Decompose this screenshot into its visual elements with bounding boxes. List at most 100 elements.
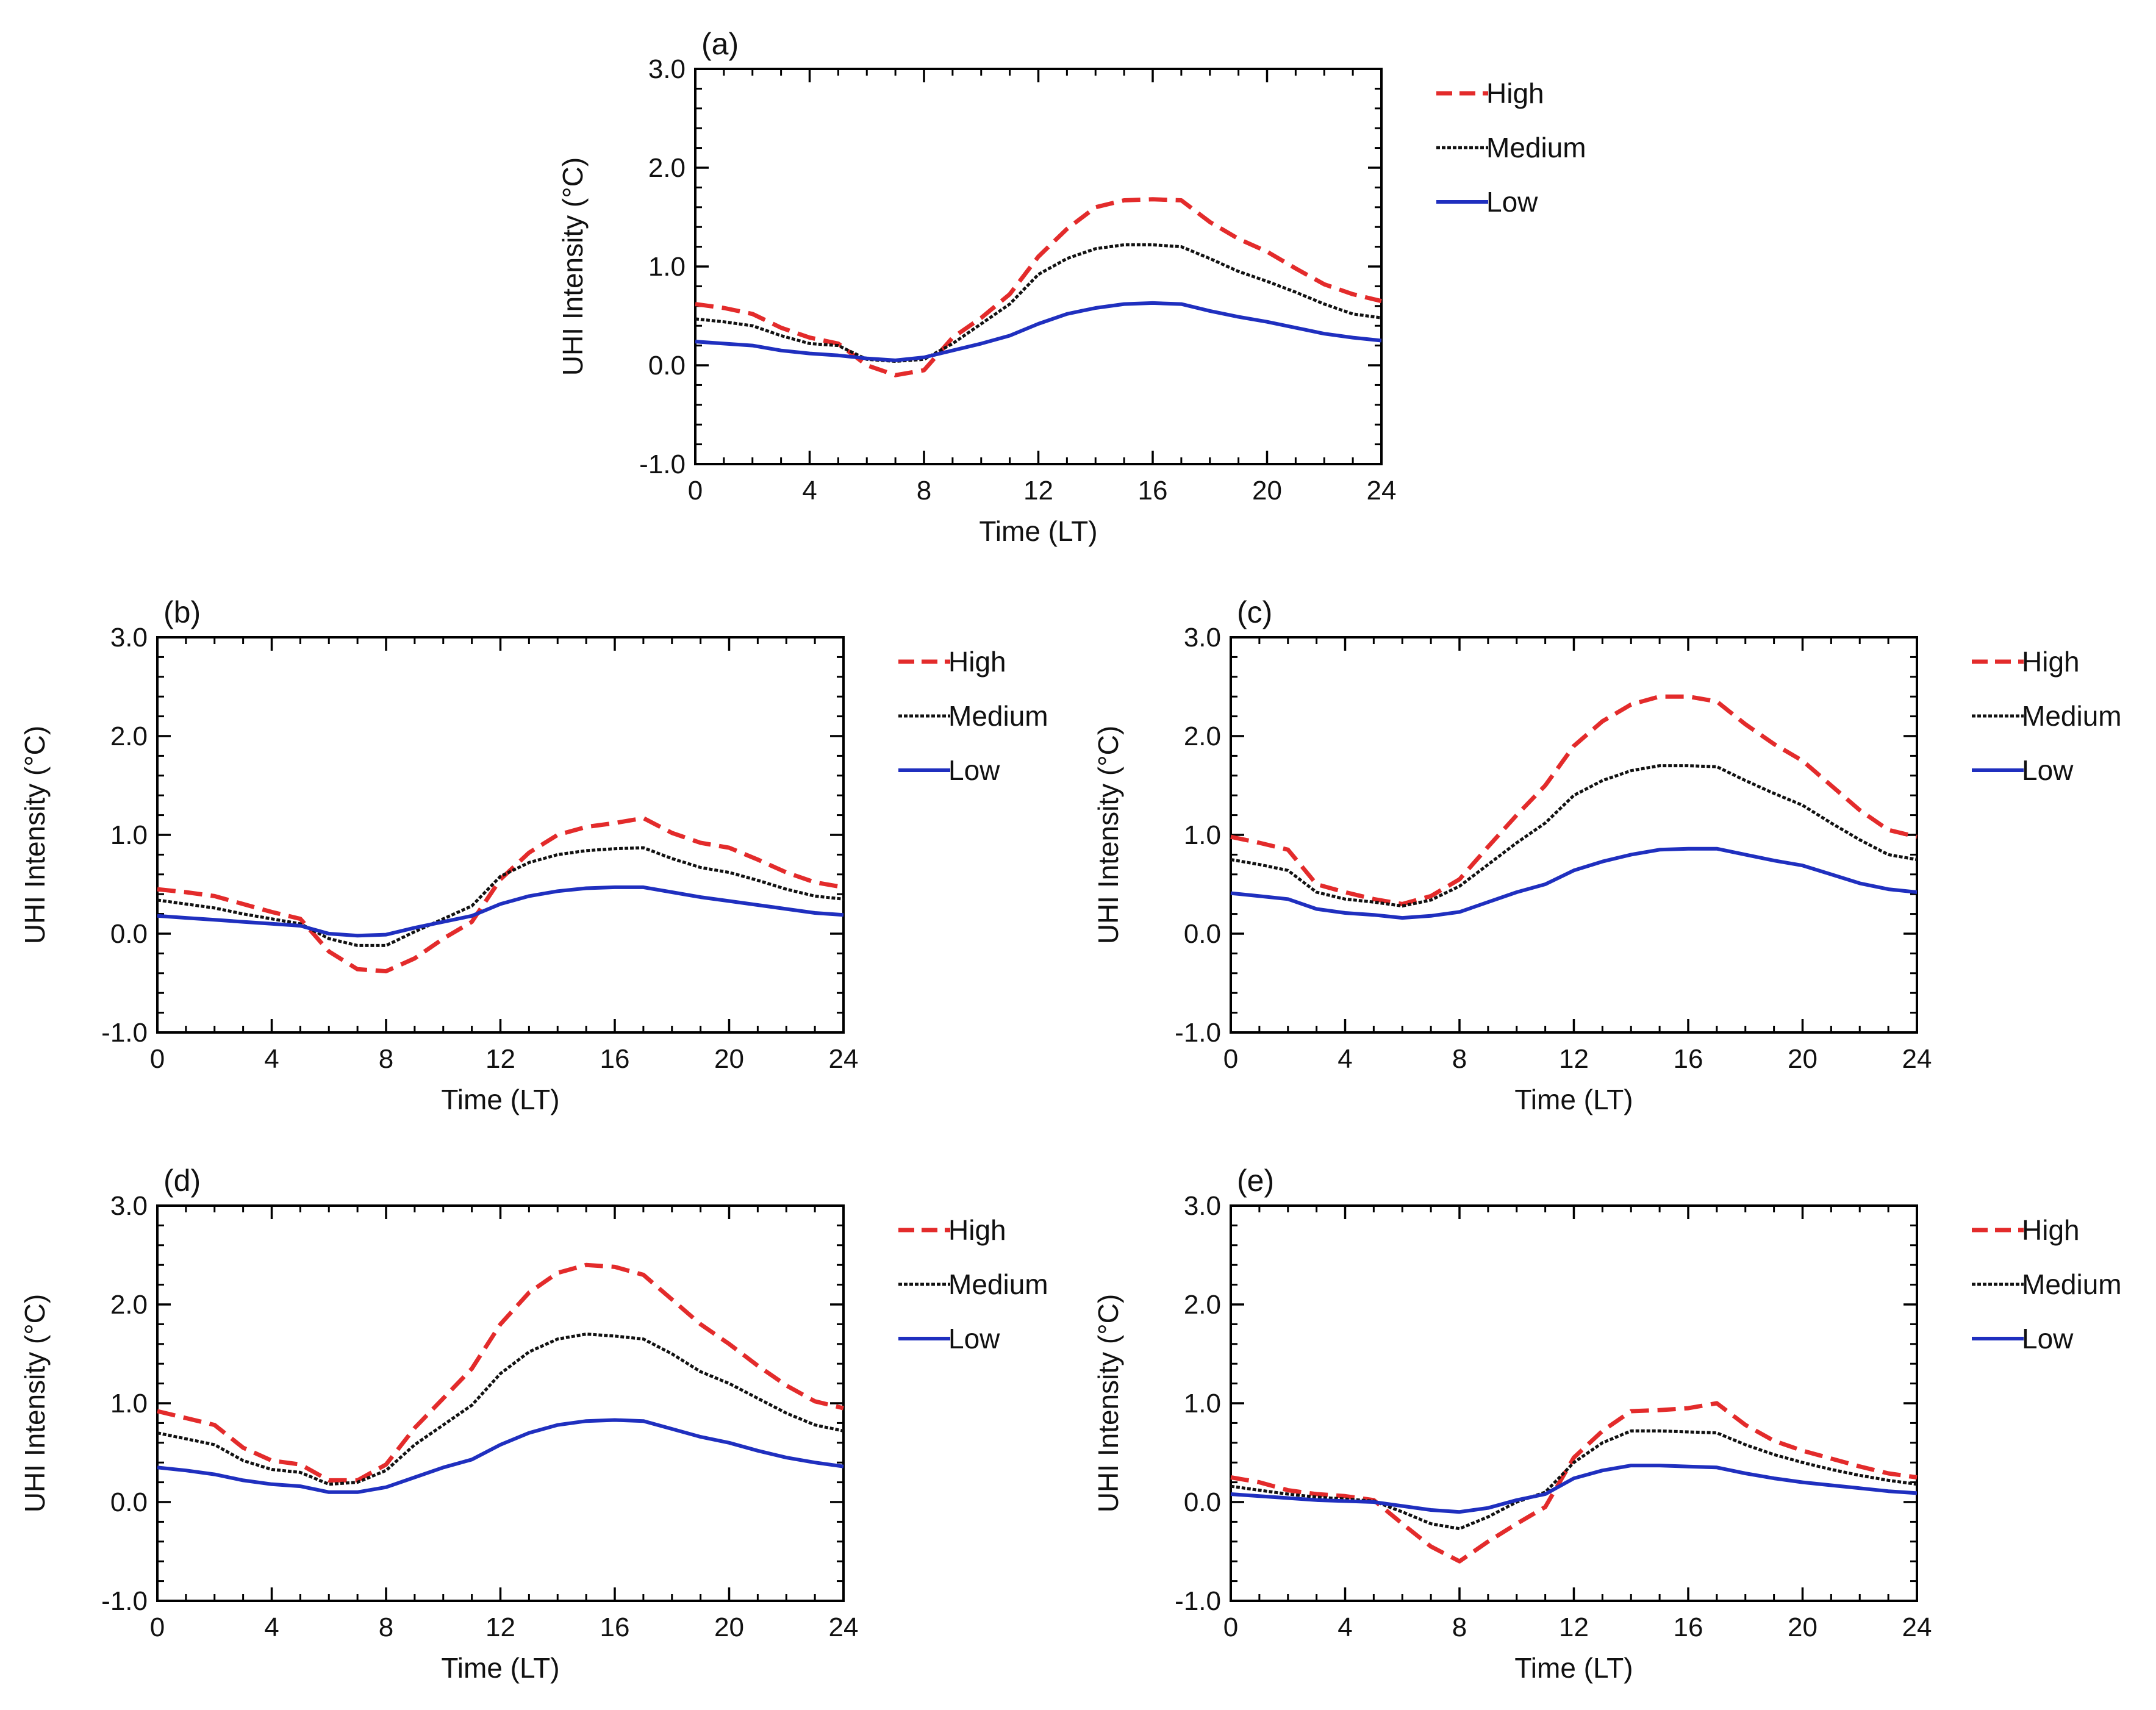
y-tick-label: 3.0 bbox=[110, 623, 148, 653]
x-tick-label: 4 bbox=[802, 476, 817, 506]
x-tick-label: 20 bbox=[714, 1044, 744, 1074]
y-tick-label: 0.0 bbox=[648, 351, 686, 381]
legend-label-medium: Medium bbox=[948, 700, 1048, 732]
panel-a: 0 4 8 12 16 20 24 -1.0 0.0 1.0 2.0 3.0 (a) Time (LT) U… bbox=[557, 27, 1586, 547]
y-tick-label: 2.0 bbox=[110, 721, 148, 751]
plot-frame bbox=[156, 636, 845, 1034]
y-tick-label: 1.0 bbox=[648, 252, 686, 282]
y-tick-label: 0.0 bbox=[1184, 1487, 1221, 1517]
legend-label-medium: Medium bbox=[948, 1268, 1048, 1300]
x-tick-label: 0 bbox=[1223, 1044, 1238, 1074]
y-tick-label: -1.0 bbox=[101, 1586, 148, 1616]
series-line-high bbox=[695, 197, 1382, 377]
panel-b: 0 4 8 12 16 20 24 -1.0 0.0 1.0 2.0 3.0 (b) Time (LT) U… bbox=[19, 595, 1048, 1115]
x-tick-label: 12 bbox=[1023, 476, 1053, 506]
series-line-medium bbox=[1230, 764, 1918, 908]
plot-frame bbox=[1230, 636, 1918, 1034]
series-line-low bbox=[1230, 1464, 1918, 1514]
x-tick-label: 12 bbox=[1559, 1044, 1589, 1074]
legend-label-high: High bbox=[1486, 77, 1544, 109]
legend-label-high: High bbox=[2022, 1214, 2080, 1246]
legend-label-medium: Medium bbox=[1486, 132, 1586, 163]
x-tick-label: 20 bbox=[1788, 1612, 1818, 1642]
legend-label-high: High bbox=[2022, 646, 2080, 678]
x-tick-label: 12 bbox=[485, 1612, 515, 1642]
x-tick-label: 24 bbox=[1902, 1612, 1932, 1642]
y-tick-label: 2.0 bbox=[648, 153, 686, 183]
y-tick-label: 2.0 bbox=[110, 1290, 148, 1320]
panel-label: (d) bbox=[163, 1164, 201, 1198]
plot-frame bbox=[694, 68, 1383, 465]
series-line-medium bbox=[695, 243, 1382, 363]
x-tick-label: 12 bbox=[485, 1044, 515, 1074]
y-axis-label: UHI Intensity (°C) bbox=[19, 726, 51, 944]
y-tick-label: 1.0 bbox=[1184, 820, 1221, 850]
y-tick-label: 3.0 bbox=[648, 54, 686, 84]
x-tick-label: 0 bbox=[688, 476, 703, 506]
x-axis-label: Time (LT) bbox=[979, 515, 1097, 547]
legend-label-medium: Medium bbox=[2022, 700, 2122, 732]
legend-label-high: High bbox=[948, 1214, 1006, 1246]
y-axis-label: UHI Intensity (°C) bbox=[557, 157, 589, 376]
x-tick-label: 12 bbox=[1559, 1612, 1589, 1642]
x-tick-label: 8 bbox=[1452, 1612, 1467, 1642]
y-tick-label: -1.0 bbox=[639, 449, 686, 479]
y-tick-label: 1.0 bbox=[110, 820, 148, 850]
plot-frame bbox=[156, 1204, 845, 1602]
plot-frame bbox=[1230, 1204, 1918, 1602]
y-axis-label: UHI Intensity (°C) bbox=[19, 1294, 51, 1512]
y-tick-label: 3.0 bbox=[110, 1191, 148, 1221]
x-tick-label: 16 bbox=[1674, 1044, 1703, 1074]
x-tick-label: 4 bbox=[1338, 1612, 1352, 1642]
series-line-medium bbox=[1230, 1429, 1918, 1531]
y-tick-label: -1.0 bbox=[1175, 1018, 1221, 1048]
legend-label-medium: Medium bbox=[2022, 1268, 2122, 1300]
x-axis-label: Time (LT) bbox=[441, 1084, 559, 1115]
panel-e: 0 4 8 12 16 20 24 -1.0 0.0 1.0 2.0 3.0 (e) Time (LT) U… bbox=[1092, 1164, 2122, 1684]
x-tick-label: 4 bbox=[1338, 1044, 1352, 1074]
panel-label: (e) bbox=[1237, 1164, 1274, 1198]
y-tick-label: 0.0 bbox=[110, 919, 148, 949]
series-line-high bbox=[157, 1262, 844, 1483]
legend-label-low: Low bbox=[948, 754, 1000, 786]
x-tick-label: 20 bbox=[714, 1612, 744, 1642]
series-line-high bbox=[1230, 1401, 1918, 1564]
x-tick-label: 16 bbox=[1138, 476, 1168, 506]
x-tick-label: 16 bbox=[600, 1044, 630, 1074]
x-tick-label: 8 bbox=[1452, 1044, 1467, 1074]
panel-d: 0 4 8 12 16 20 24 -1.0 0.0 1.0 2.0 3.0 (d) Time (LT) U… bbox=[19, 1164, 1048, 1684]
x-tick-label: 16 bbox=[600, 1612, 630, 1642]
x-tick-label: 24 bbox=[829, 1044, 859, 1074]
series-line-medium bbox=[157, 1333, 844, 1486]
legend-label-low: Low bbox=[948, 1323, 1000, 1354]
x-tick-label: 24 bbox=[829, 1612, 859, 1642]
y-tick-label: 0.0 bbox=[1184, 919, 1221, 949]
series-line-low bbox=[695, 301, 1382, 362]
y-tick-label: 3.0 bbox=[1184, 1191, 1221, 1221]
y-tick-label: -1.0 bbox=[1175, 1586, 1221, 1616]
panel-label: (a) bbox=[701, 27, 739, 61]
x-tick-label: 8 bbox=[379, 1612, 393, 1642]
y-tick-label: 3.0 bbox=[1184, 623, 1221, 653]
y-axis-label: UHI Intensity (°C) bbox=[1092, 726, 1124, 944]
x-tick-label: 20 bbox=[1252, 476, 1282, 506]
series-line-low bbox=[157, 1418, 844, 1494]
y-tick-label: 0.0 bbox=[110, 1487, 148, 1517]
series-line-high bbox=[157, 816, 844, 974]
x-tick-label: 24 bbox=[1367, 476, 1397, 506]
x-tick-label: 0 bbox=[150, 1612, 165, 1642]
series-line-high bbox=[1230, 694, 1918, 906]
x-tick-label: 4 bbox=[264, 1612, 279, 1642]
x-tick-label: 16 bbox=[1674, 1612, 1703, 1642]
panel-c: 0 4 8 12 16 20 24 -1.0 0.0 1.0 2.0 3.0 (c) Time (LT) U… bbox=[1092, 595, 2122, 1115]
legend-label-low: Low bbox=[1486, 186, 1538, 218]
x-tick-label: 24 bbox=[1902, 1044, 1932, 1074]
y-tick-label: 2.0 bbox=[1184, 721, 1221, 751]
series-line-low bbox=[1230, 846, 1918, 920]
panel-label: (b) bbox=[163, 595, 201, 629]
x-tick-label: 4 bbox=[264, 1044, 279, 1074]
y-axis-label: UHI Intensity (°C) bbox=[1092, 1294, 1124, 1512]
x-axis-label: Time (LT) bbox=[1514, 1084, 1633, 1115]
x-tick-label: 0 bbox=[150, 1044, 165, 1074]
